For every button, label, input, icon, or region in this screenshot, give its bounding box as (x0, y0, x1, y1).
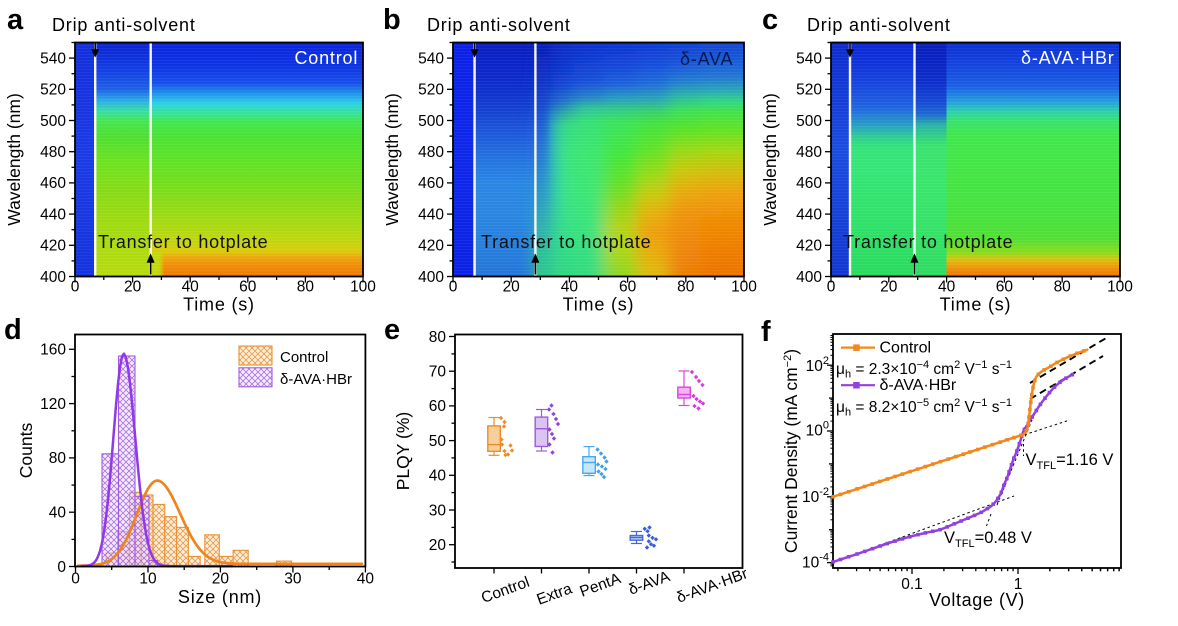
svg-text:460: 460 (796, 175, 822, 192)
svg-text:440: 440 (418, 206, 444, 223)
svg-text:30: 30 (429, 502, 447, 519)
svg-text:40: 40 (357, 571, 375, 588)
svg-text:10: 10 (139, 571, 157, 588)
svg-text:400: 400 (796, 269, 822, 286)
svg-text:Wavelength (nm): Wavelength (nm) (4, 93, 24, 226)
svg-text:δ-AVA·HBr: δ-AVA·HBr (880, 377, 957, 394)
svg-text:Size (nm): Size (nm) (178, 587, 262, 607)
svg-text:Drip anti-solvent: Drip anti-solvent (807, 15, 951, 35)
svg-text:100: 100 (731, 279, 757, 296)
svg-text:480: 480 (40, 144, 66, 161)
svg-text:δ-AVA·HBr: δ-AVA·HBr (280, 371, 352, 388)
svg-text:a: a (7, 4, 24, 36)
svg-text:480: 480 (418, 144, 444, 161)
svg-text:480: 480 (796, 144, 822, 161)
svg-text:500: 500 (418, 113, 444, 130)
svg-text:Time (s): Time (s) (183, 295, 255, 315)
svg-text:500: 500 (40, 113, 66, 130)
svg-text:540: 540 (418, 50, 444, 67)
svg-text:540: 540 (40, 50, 66, 67)
svg-text:520: 520 (796, 82, 822, 99)
svg-text:0: 0 (827, 279, 836, 296)
svg-text:PLQY (%): PLQY (%) (393, 412, 413, 490)
svg-text:500: 500 (796, 113, 822, 130)
svg-text:80: 80 (429, 329, 447, 346)
svg-text:Time (s): Time (s) (563, 295, 635, 315)
svg-text:70: 70 (429, 364, 447, 381)
svg-text:440: 440 (40, 206, 66, 223)
svg-text:60: 60 (239, 279, 257, 296)
svg-text:420: 420 (796, 238, 822, 255)
svg-text:40: 40 (49, 505, 67, 522)
svg-text:Current Density (mA cm−2): Current Density (mA cm−2) (781, 349, 801, 553)
svg-text:400: 400 (40, 269, 66, 286)
svg-text:Drip anti-solvent: Drip anti-solvent (427, 15, 571, 35)
svg-text:Counts: Counts (16, 423, 36, 479)
svg-text:20: 20 (880, 279, 898, 296)
svg-text:0: 0 (449, 279, 458, 296)
svg-text:60: 60 (619, 279, 637, 296)
svg-text:Control: Control (280, 349, 328, 366)
svg-text:Time (s): Time (s) (940, 295, 1012, 315)
svg-text:20: 20 (429, 537, 447, 554)
svg-text:Drip anti-solvent: Drip anti-solvent (52, 15, 196, 35)
svg-text:460: 460 (418, 175, 444, 192)
svg-text:20: 20 (124, 279, 142, 296)
svg-text:40: 40 (429, 468, 447, 485)
svg-text:60: 60 (429, 398, 447, 415)
svg-text:f: f (761, 316, 771, 348)
svg-text:Control: Control (880, 340, 932, 357)
svg-text:100: 100 (350, 279, 376, 296)
svg-text:δ-AVA: δ-AVA (680, 49, 733, 69)
svg-text:Transfer to hotplate: Transfer to hotplate (98, 232, 268, 252)
svg-text:80: 80 (297, 279, 315, 296)
svg-text:0: 0 (71, 279, 80, 296)
svg-text:60: 60 (996, 279, 1014, 296)
svg-text:80: 80 (49, 450, 67, 467)
svg-text:Wavelength (nm): Wavelength (nm) (382, 93, 402, 226)
svg-text:20: 20 (503, 279, 521, 296)
svg-text:μh = 2.3×10−4 cm2 V−1 s−1: μh = 2.3×10−4 cm2 V−1 s−1 (836, 359, 1012, 381)
svg-text:400: 400 (418, 269, 444, 286)
svg-text:c: c (762, 4, 778, 36)
svg-text:Transfer to hotplate: Transfer to hotplate (843, 232, 1013, 252)
svg-text:b: b (383, 4, 401, 36)
svg-text:440: 440 (796, 206, 822, 223)
svg-text:420: 420 (40, 238, 66, 255)
svg-text:420: 420 (418, 238, 444, 255)
svg-text:d: d (4, 314, 22, 346)
svg-text:460: 460 (40, 175, 66, 192)
svg-text:40: 40 (561, 279, 579, 296)
svg-text:Control: Control (295, 48, 359, 68)
svg-text:20: 20 (212, 571, 230, 588)
svg-text:40: 40 (182, 279, 200, 296)
svg-text:80: 80 (677, 279, 695, 296)
svg-text:1: 1 (1014, 576, 1023, 593)
svg-text:e: e (384, 314, 400, 346)
svg-text:0: 0 (71, 571, 80, 588)
svg-text:80: 80 (1054, 279, 1072, 296)
svg-text:120: 120 (40, 396, 66, 413)
svg-text:520: 520 (418, 82, 444, 99)
svg-text:50: 50 (429, 433, 447, 450)
svg-text:δ-AVA·HBr: δ-AVA·HBr (1021, 48, 1115, 68)
svg-text:540: 540 (796, 50, 822, 67)
svg-text:160: 160 (40, 342, 66, 359)
svg-text:30: 30 (284, 571, 302, 588)
svg-text:520: 520 (40, 82, 66, 99)
svg-text:Wavelength (nm): Wavelength (nm) (760, 93, 780, 226)
svg-text:0.1: 0.1 (901, 576, 923, 593)
svg-text:100: 100 (1107, 279, 1133, 296)
svg-text:40: 40 (938, 279, 956, 296)
svg-text:Voltage (V): Voltage (V) (929, 590, 1025, 610)
svg-text:0: 0 (57, 559, 66, 576)
svg-text:Transfer to hotplate: Transfer to hotplate (481, 232, 651, 252)
svg-text:μh = 8.2×10−5 cm2 V−1 s−1: μh = 8.2×10−5 cm2 V−1 s−1 (836, 397, 1012, 419)
